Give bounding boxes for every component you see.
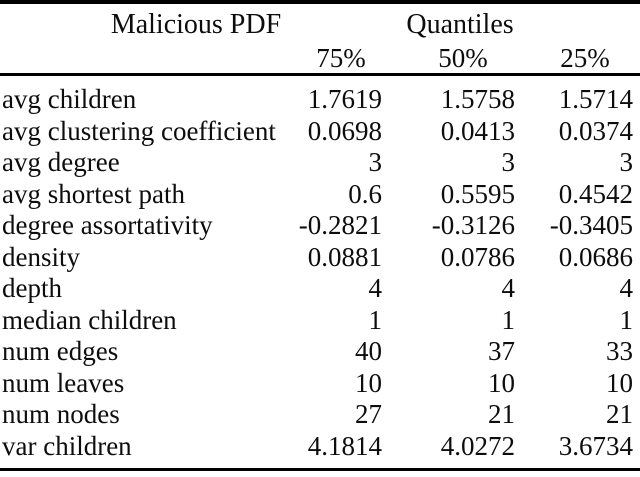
table-body: avg children 1.7619 1.5758 1.5714 avg cl… xyxy=(0,84,640,462)
row-label: num edges xyxy=(2,336,119,366)
table-bottom-rule xyxy=(0,468,640,471)
column-header-25: 25% xyxy=(560,43,610,73)
cell-value-75: 4.1814 xyxy=(307,430,382,461)
column-group-label-left: Malicious PDF xyxy=(110,9,282,40)
table-row: avg shortest path 0.6 0.5595 0.4542 xyxy=(0,179,640,211)
table-row: var children 4.1814 4.0272 3.6734 xyxy=(0,431,640,463)
cell-value-50: 1 xyxy=(501,304,516,335)
row-label: avg clustering coefficient xyxy=(2,115,276,146)
row-label: var children xyxy=(2,430,132,461)
cell-value-50: 1.5758 xyxy=(440,84,515,114)
table-row: num leaves 10 10 10 xyxy=(0,368,640,400)
table-row: num edges 40 37 33 xyxy=(0,336,640,368)
row-label: avg children xyxy=(2,84,137,114)
table-top-rule xyxy=(0,0,640,4)
cell-value-25: 10 xyxy=(606,367,633,398)
cell-value-75: 10 xyxy=(355,367,382,398)
cell-value-50: 21 xyxy=(488,399,515,429)
column-header-50: 50% xyxy=(438,43,488,73)
cell-value-50: 0.0413 xyxy=(440,115,515,146)
table-row: density 0.0881 0.0786 0.0686 xyxy=(0,242,640,274)
cell-value-75: 0.0881 xyxy=(307,241,382,272)
row-label: median children xyxy=(2,304,177,335)
cell-value-75: 0.0698 xyxy=(307,115,382,146)
row-label: num nodes xyxy=(2,399,120,429)
row-label: avg degree xyxy=(2,147,120,177)
table-row: avg degree 3 3 3 xyxy=(0,147,640,179)
table-row: median children 1 1 1 xyxy=(0,305,640,337)
cell-value-50: 10 xyxy=(488,367,515,398)
table-row: depth 4 4 4 xyxy=(0,273,640,305)
table-row: avg clustering coefficient 0.0698 0.0413… xyxy=(0,116,640,148)
cell-value-75: 1.7619 xyxy=(307,84,382,114)
cell-value-25: 3.6734 xyxy=(558,430,633,461)
column-group-label-right: Quantiles xyxy=(406,9,514,40)
table-row: avg children 1.7619 1.5758 1.5714 xyxy=(0,84,640,116)
cell-value-25: 4 xyxy=(619,273,634,303)
cell-value-25: 1 xyxy=(619,304,634,335)
table-row: num nodes 27 21 21 xyxy=(0,399,640,431)
cell-value-50: 0.5595 xyxy=(440,178,515,209)
cell-value-25: -0.3405 xyxy=(549,210,633,240)
cell-value-25: 21 xyxy=(606,399,633,429)
cell-value-25: 33 xyxy=(606,336,633,366)
row-label: density xyxy=(2,241,80,272)
row-label: depth xyxy=(2,273,62,303)
row-label: num leaves xyxy=(2,367,125,398)
cell-value-50: 4.0272 xyxy=(440,430,515,461)
cell-value-50: 37 xyxy=(488,336,515,366)
cell-value-75: 27 xyxy=(355,399,382,429)
cell-value-50: -0.3126 xyxy=(431,210,515,240)
cell-value-75: 40 xyxy=(355,336,382,366)
cell-value-25: 1.5714 xyxy=(558,84,633,114)
table-header-rule xyxy=(0,73,640,76)
cell-value-75: 3 xyxy=(368,147,383,177)
row-label: degree assortativity xyxy=(2,210,213,240)
table-row: degree assortativity -0.2821 -0.3126 -0.… xyxy=(0,210,640,242)
cell-value-25: 3 xyxy=(619,147,634,177)
cell-value-75: 0.6 xyxy=(348,178,382,209)
cell-value-25: 0.4542 xyxy=(558,178,633,209)
cell-value-75: 4 xyxy=(368,273,383,303)
cell-value-50: 4 xyxy=(501,273,516,303)
column-header-75: 75% xyxy=(316,43,366,73)
cell-value-75: -0.2821 xyxy=(298,210,382,240)
cell-value-75: 1 xyxy=(368,304,383,335)
cell-value-50: 0.0786 xyxy=(440,241,515,272)
cell-value-50: 3 xyxy=(501,147,516,177)
cell-value-25: 0.0686 xyxy=(558,241,633,272)
row-label: avg shortest path xyxy=(2,178,185,209)
cell-value-25: 0.0374 xyxy=(558,115,633,146)
